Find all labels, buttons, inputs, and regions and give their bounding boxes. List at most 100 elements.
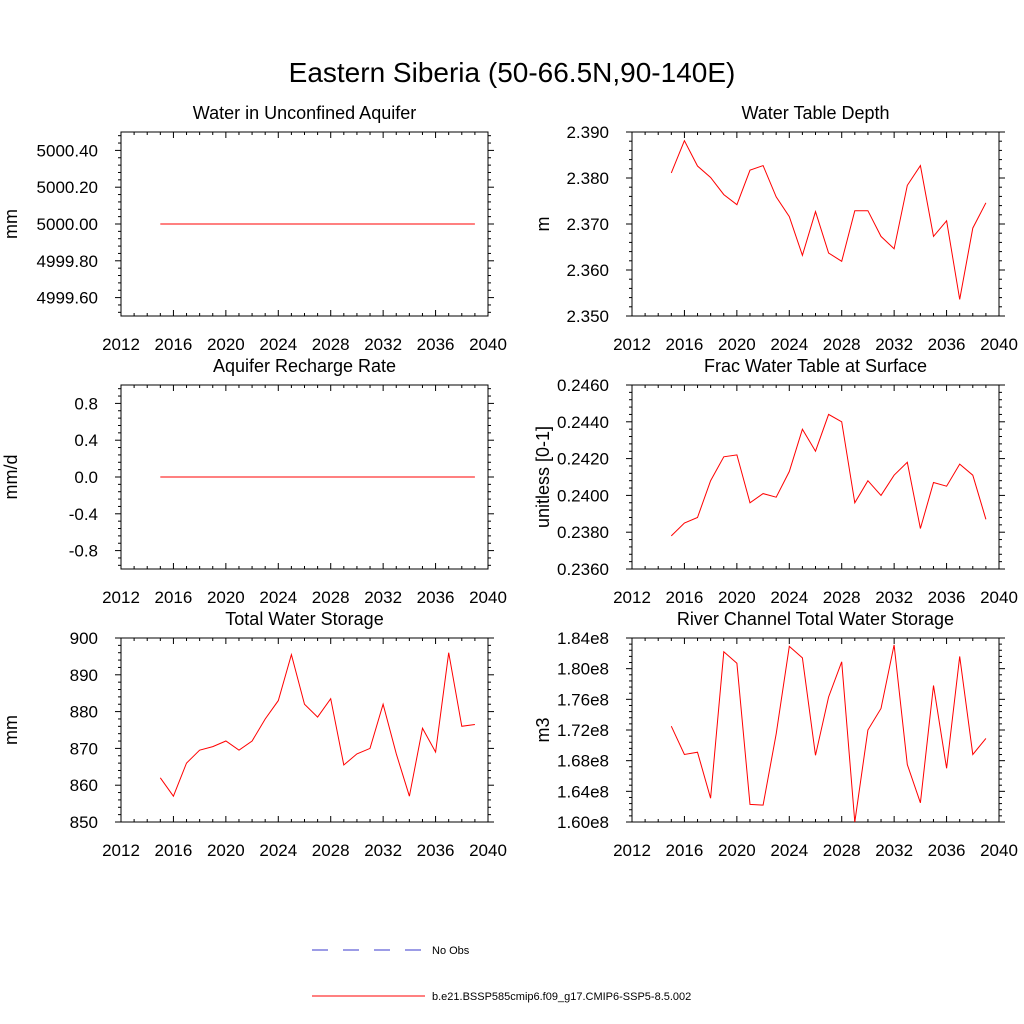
data-point [422,476,423,477]
y-tick-label: -0.4 [69,505,98,524]
chart-panel-4: Frac Water Table at Surface 2012 2016 2020 2… [533,356,1018,607]
y-tick-label: 0.2440 [557,413,609,432]
x-tick-label: 2024 [770,335,808,354]
data-point [854,210,855,211]
plot-frame [631,637,1000,823]
data-point [265,718,266,719]
data-point [763,165,764,166]
y-tick-label: 5000.20 [37,178,98,197]
data-point [186,476,187,477]
data-point [841,421,842,422]
data-point [409,223,410,224]
y-tick-label: 1.80e8 [557,660,609,679]
data-point [907,764,908,765]
x-tick-label: 2020 [207,841,245,860]
x-tick-label: 2032 [875,335,913,354]
x-tick-label: 2020 [207,335,245,354]
data-point [880,236,881,237]
y-tick-label: 0.2380 [557,523,609,542]
data-point [291,223,292,224]
data-point [854,502,855,503]
data-point [461,223,462,224]
x-tick-label: 2028 [823,588,861,607]
y-tick-label: 2.360 [566,261,609,280]
y-tick-label: 890 [70,666,98,685]
y-axis-label: mm/d [1,455,21,500]
data-point [815,211,816,212]
data-point [409,476,410,477]
data-point [946,486,947,487]
data-point [343,223,344,224]
data-point [369,223,370,224]
data-point [265,223,266,224]
chart-title: Total Water Storage [225,609,383,629]
y-tick-label: 860 [70,776,98,795]
data-point [291,476,292,477]
x-tick-label: 2036 [417,335,455,354]
data-point [461,476,462,477]
data-point [186,763,187,764]
chart-panel-3: Aquifer Recharge Rate 2012 2016 2020 2024 202… [1,356,507,607]
data-point [448,476,449,477]
data-point [435,223,436,224]
x-tick-label: 2036 [928,841,966,860]
x-tick-label: 2028 [823,841,861,860]
data-point [723,651,724,652]
data-point [317,476,318,477]
data-point [383,223,384,224]
data-point [710,798,711,799]
data-point [383,476,384,477]
plot-frame [631,384,1000,570]
data-point [160,476,161,477]
data-point [880,495,881,496]
data-point [225,740,226,741]
chart-panel-1: Water in Unconfined Aquifer 2012 2016 2020 2… [1,103,507,354]
y-axis-label: mm [1,209,21,239]
x-tick-label: 2012 [613,841,651,860]
data-point [697,517,698,518]
data-point [396,476,397,477]
data-point [356,223,357,224]
series-line [159,652,475,798]
x-tick-label: 2032 [364,588,402,607]
data-point [697,752,698,753]
chart-title: River Channel Total Water Storage [677,609,954,629]
data-point [710,480,711,481]
data-point [173,223,174,224]
data-point [907,462,908,463]
y-tick-label: 0.8 [74,394,98,413]
data-point [330,698,331,699]
data-point [815,755,816,756]
data-point [330,223,331,224]
data-point [723,194,724,195]
data-point [894,644,895,645]
data-point [212,746,213,747]
data-point [972,754,973,755]
data-point [828,414,829,415]
data-point [894,248,895,249]
data-point [867,480,868,481]
series-line [670,139,987,300]
x-tick-label: 2036 [417,841,455,860]
chart-panels: Water in Unconfined Aquifer 2012 2016 2020 2… [1,103,1018,860]
y-tick-label: 850 [70,813,98,832]
data-point [304,223,305,224]
data-point [671,172,672,173]
data-point [238,476,239,477]
data-point [186,223,187,224]
y-tick-label: 4999.80 [37,252,98,271]
x-tick-label: 2020 [207,588,245,607]
x-tick-label: 2020 [718,588,756,607]
y-axis-label: m3 [533,717,553,742]
x-tick-label: 2028 [823,335,861,354]
data-point [448,652,449,653]
series-line [670,644,987,823]
plot-frame [120,637,489,823]
data-point [461,726,462,727]
data-point [959,656,960,657]
data-point [802,255,803,256]
x-tick-label: 2016 [155,588,193,607]
data-point [972,475,973,476]
data-point [841,661,842,662]
y-tick-label: 870 [70,739,98,758]
